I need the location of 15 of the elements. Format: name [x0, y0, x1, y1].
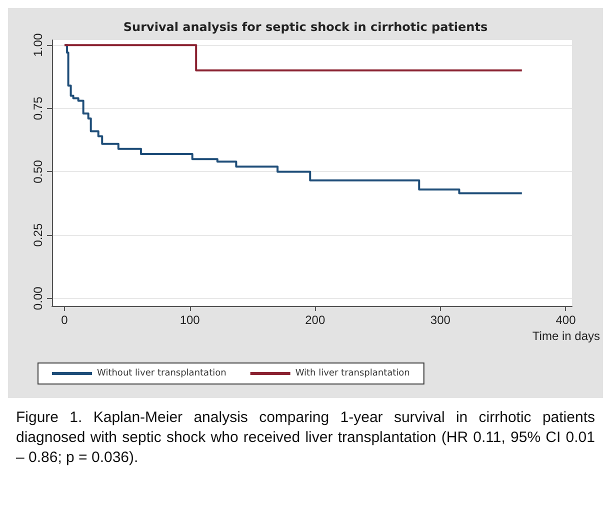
chart-title: Survival analysis for septic shock in cirrhotic patients — [123, 20, 488, 34]
x-tick-label: 400 — [556, 313, 576, 327]
y-tick-label: 0.00 — [31, 286, 45, 310]
y-tick-label: 0.50 — [31, 160, 45, 184]
x-tick-label: 0 — [61, 313, 68, 327]
y-tick-label: 1.00 — [31, 33, 45, 57]
caption: Figure 1. Kaplan-Meier analysis comparing 1-year survival in cirrhotic patients diagnosed with septic shock who received liver transplantation (HR 0.11, 95% CI 0.01 – 0.86; p = 0.036). — [15, 408, 596, 468]
x-axis-title: Time in days — [532, 329, 600, 343]
y-tick-label: 0.75 — [31, 96, 45, 120]
x-tick-label: 100 — [180, 313, 200, 327]
x-tick-label: 300 — [430, 313, 451, 327]
legend-label: With liver transplantation — [295, 368, 410, 378]
y-tick-label: 0.25 — [31, 223, 45, 247]
legend-label: Without liver transplantation — [97, 368, 226, 378]
x-tick-label: 200 — [305, 313, 326, 327]
